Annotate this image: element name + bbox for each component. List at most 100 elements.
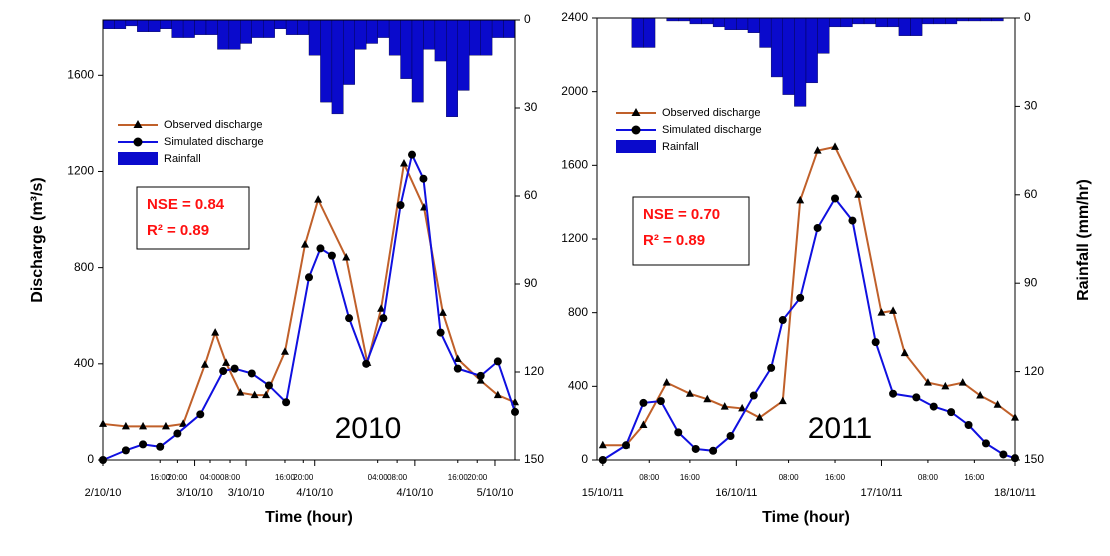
y-tick-label: 2000 [561, 84, 588, 98]
observed-marker [900, 348, 909, 357]
y-tick-label: 800 [74, 260, 94, 274]
rainfall-bar [343, 19, 355, 85]
simulated-marker [796, 293, 805, 302]
simulated-marker [493, 357, 502, 366]
rainfall-bar [887, 17, 900, 28]
observed-marker [280, 347, 289, 355]
simulated-marker [230, 364, 239, 373]
x-minor-tick-label: 16:00 [964, 473, 985, 482]
observed-marker [813, 146, 822, 154]
y-tick-label: 1600 [561, 158, 588, 172]
simulated-marker [139, 440, 148, 449]
simulated-marker [436, 328, 445, 337]
x-minor-tick-label: 04:00 [200, 473, 221, 482]
chart-panel: 0 400 800 1200 1600 2000 2400 0 30 60 90 120 150 15/1… [561, 10, 1092, 526]
simulated-marker [929, 402, 938, 411]
rainfall-bar [817, 17, 830, 54]
simulated-marker [316, 244, 325, 253]
simulated-marker [767, 363, 776, 372]
rainfall-bar [205, 19, 218, 35]
rainfall-bar [643, 17, 656, 48]
discharge-line [102, 160, 516, 428]
rainfall-bar [631, 17, 644, 48]
x-tick-label: 4/10/10 [397, 487, 434, 499]
y-tick-label: 2400 [561, 10, 588, 24]
rainfall-bar [251, 19, 264, 38]
x-minor-tick-label: 04:00 [368, 473, 389, 482]
x-minor-tick-label: 08:00 [918, 473, 939, 482]
rainfall-bar [137, 19, 149, 32]
rainfall-bar [747, 17, 760, 33]
simulated-marker [622, 441, 631, 450]
y2-tick-label: 150 [524, 452, 544, 466]
simulated-marker [639, 398, 648, 407]
simulated-marker [749, 391, 758, 400]
simulated-marker [947, 408, 956, 417]
x-tick-label: 17/10/11 [860, 487, 902, 499]
rainfall-bar [377, 19, 390, 38]
rainfall-bar [331, 19, 344, 115]
rainfall-bar [400, 19, 413, 79]
simulated-marker [345, 314, 354, 323]
rainfall-bar [759, 17, 772, 48]
x-tick-label: 3/10/10 [176, 487, 213, 499]
x-minor-tick-label: 08:00 [779, 473, 800, 482]
rainfall-bar [840, 17, 853, 28]
observed-marker [976, 391, 985, 399]
rainfall-bar [388, 19, 401, 56]
rainfall-bar [125, 19, 138, 27]
simulated-marker [848, 216, 857, 225]
legend-label: Rainfall [662, 141, 699, 153]
chart-panel: 0 400 800 1200 1600 0 30 60 90 120 150 2/10/10 3/10/… [29, 12, 544, 526]
stats-box [136, 186, 250, 250]
observed-marker [941, 381, 950, 390]
rainfall-bar [194, 19, 207, 35]
rainfall-bar [423, 19, 436, 50]
observed-marker [200, 360, 209, 368]
observed-marker [399, 159, 408, 167]
rainfall-bar [921, 17, 934, 25]
simulated-marker [121, 446, 130, 455]
rainfall-bar [491, 19, 504, 38]
simulated-marker [964, 421, 973, 430]
observed-marker [438, 308, 447, 316]
observed-marker [476, 376, 485, 384]
rainfall-bar [160, 19, 172, 30]
y2-tick-label: 30 [524, 100, 538, 114]
simulated-marker [419, 174, 428, 183]
y2-tick-label: 90 [524, 276, 538, 290]
x-minor-tick-label: 16:00 [275, 473, 296, 482]
observed-marker [703, 394, 712, 403]
observed-marker [796, 195, 805, 204]
simulated-marker [778, 316, 787, 325]
simulated-marker [691, 444, 700, 453]
y2-tick-label: 60 [524, 188, 538, 202]
observed-marker [923, 378, 932, 386]
y2-tick-label: 150 [1024, 452, 1044, 466]
y2-tick-label: 0 [1024, 10, 1031, 24]
legend-marker [133, 137, 143, 147]
observed-marker [342, 253, 351, 261]
y-tick-label: 400 [74, 356, 94, 370]
observed-marker [222, 358, 231, 366]
simulated-marker [674, 428, 683, 437]
rainfall-bar [457, 19, 470, 91]
x-minor-tick-label: 20:00 [467, 473, 488, 482]
rainfall-bar [240, 19, 252, 44]
simulated-marker [709, 446, 718, 455]
observed-marker [161, 421, 170, 430]
x-minor-tick-label: 16:00 [825, 473, 846, 482]
simulated-marker [305, 273, 313, 282]
observed-marker [300, 240, 309, 248]
observed-marker [662, 378, 671, 386]
observed-marker [377, 304, 386, 312]
simulated-marker [831, 194, 840, 203]
rainfall-bar [910, 17, 923, 36]
stats-text: NSE = 0.84 [147, 196, 225, 213]
rainfall-bar [945, 17, 958, 25]
simulated-marker [156, 442, 165, 451]
rainfall-bar [114, 19, 127, 30]
rainfall-bar [503, 19, 516, 38]
x-minor-tick-label: 08:00 [639, 473, 660, 482]
legend-label: Simulated discharge [662, 124, 762, 136]
